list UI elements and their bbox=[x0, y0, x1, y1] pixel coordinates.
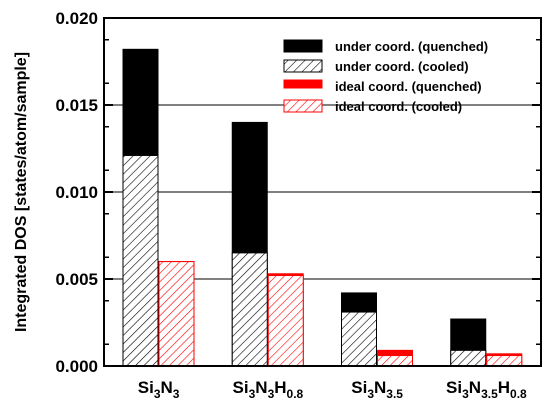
legend-label: ideal coord. (cooled) bbox=[335, 99, 462, 114]
y-tick-label: 0.005 bbox=[55, 270, 98, 289]
bar-under-coord-cooled bbox=[450, 349, 487, 367]
legend-label: ideal coord. (quenched) bbox=[335, 79, 482, 94]
bar-ideal-coord-cooled bbox=[158, 261, 195, 367]
legend-swatch bbox=[283, 79, 323, 89]
x-tick-label: Si3N3.5H0.8 bbox=[446, 378, 527, 401]
grid bbox=[104, 104, 541, 280]
legend: under coord. (quenched) under coord. (coo… bbox=[283, 39, 488, 114]
legend-swatch bbox=[283, 39, 323, 53]
y-tick-label: 0.015 bbox=[55, 96, 98, 115]
x-tick-label: Si3N3.5 bbox=[351, 378, 403, 401]
y-axis-title: Integrated DOS [states/atom/sample] bbox=[13, 52, 30, 332]
x-tick-label: Si3N3 bbox=[138, 378, 180, 401]
bar-ideal-coord-cooled bbox=[267, 275, 304, 367]
legend-label: under coord. (cooled) bbox=[335, 59, 469, 74]
legend-swatch bbox=[283, 59, 323, 73]
y-tick-label: 0.000 bbox=[55, 357, 98, 376]
legend-swatch bbox=[283, 99, 323, 113]
bar-under-coord-cooled bbox=[341, 311, 377, 367]
x-tick-label: Si3N3H0.8 bbox=[233, 378, 304, 401]
y-tick-label: 0.020 bbox=[55, 9, 98, 28]
bar-ideal-coord-cooled bbox=[486, 355, 523, 367]
bar-ideal-coord-cooled bbox=[377, 355, 413, 367]
y-tick-label: 0.010 bbox=[55, 183, 98, 202]
y-axis: 0.000 0.005 0.010 0.015 0.020 bbox=[55, 9, 541, 376]
bars bbox=[122, 48, 523, 367]
x-axis: Si3N3 Si3N3H0.8 Si3N3.5 Si3N3.5H0.8 bbox=[138, 378, 527, 401]
bar-under-coord-cooled bbox=[122, 154, 159, 367]
bar-under-coord-cooled bbox=[231, 252, 268, 367]
legend-label: under coord. (quenched) bbox=[335, 39, 488, 54]
